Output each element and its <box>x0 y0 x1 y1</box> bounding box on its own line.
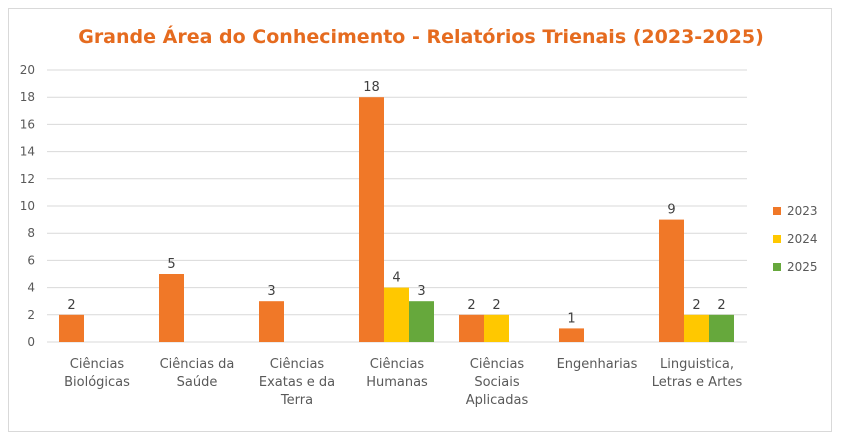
bar-2023 <box>159 274 184 342</box>
bar-2024 <box>684 314 709 342</box>
y-tick-label: 18 <box>20 90 35 104</box>
legend-swatch-2023 <box>773 207 781 215</box>
x-category-label: Ciências <box>270 357 325 372</box>
y-tick-label: 2 <box>27 308 35 322</box>
legend-label-2024: 2024 <box>787 232 818 246</box>
legend: 2023 2024 2025 <box>773 204 818 274</box>
x-category-label: Engenharias <box>557 357 638 372</box>
data-labels: 2 5 3 18 4 3 2 2 1 9 2 2 <box>67 80 725 326</box>
y-tick-label: 4 <box>27 281 35 295</box>
data-label: 3 <box>267 284 275 299</box>
legend-swatch-2024 <box>773 235 781 243</box>
x-category-label: Ciências <box>70 357 125 372</box>
x-axis-categories: Ciências Biológicas Ciências da Saúde Ciênci… <box>64 357 742 408</box>
y-tick-label: 14 <box>20 145 35 159</box>
x-category-label: Ciências <box>470 357 525 372</box>
y-tick-label: 20 <box>20 63 35 77</box>
data-label: 2 <box>717 298 725 313</box>
data-label: 2 <box>492 298 500 313</box>
legend-label-2025: 2025 <box>787 260 818 274</box>
bar-2023 <box>359 97 384 342</box>
chart-title: Grande Área do Conhecimento - Relatórios… <box>78 25 764 48</box>
x-category-label: Ciências <box>370 357 425 372</box>
bar-2025 <box>709 314 734 342</box>
x-category-label: Linguistica, <box>660 357 734 372</box>
x-category-label: Biológicas <box>64 375 130 390</box>
data-label: 4 <box>392 271 400 286</box>
y-tick-label: 0 <box>27 335 35 349</box>
x-category-label: Sociais <box>474 375 520 390</box>
data-label: 5 <box>167 257 175 272</box>
bar-2023 <box>459 314 484 342</box>
x-category-label: Letras e Artes <box>652 375 743 390</box>
y-tick-label: 10 <box>20 199 35 213</box>
y-tick-label: 12 <box>20 172 35 186</box>
x-category-label: Saúde <box>177 375 218 390</box>
bar-2024 <box>484 314 509 342</box>
data-label: 9 <box>667 203 675 218</box>
x-category-label: Aplicadas <box>466 393 529 408</box>
bar-2023 <box>659 219 684 342</box>
bar-2023 <box>259 301 284 342</box>
legend-label-2023: 2023 <box>787 204 818 218</box>
bar-2024 <box>384 287 409 342</box>
x-category-label: Exatas e da <box>259 375 335 390</box>
y-tick-label: 8 <box>27 226 35 240</box>
data-label: 1 <box>567 311 575 326</box>
y-tick-label: 16 <box>20 117 35 131</box>
legend-swatch-2025 <box>773 263 781 271</box>
data-label: 2 <box>467 298 475 313</box>
data-label: 2 <box>692 298 700 313</box>
x-category-label: Humanas <box>366 375 428 390</box>
chart-frame <box>8 8 832 432</box>
data-label: 3 <box>417 284 425 299</box>
data-label: 2 <box>67 298 75 313</box>
y-axis-ticks: 0 2 4 6 8 10 12 14 16 18 20 <box>20 63 35 349</box>
bars <box>59 97 734 342</box>
bar-2025 <box>409 301 434 342</box>
bar-2023 <box>559 328 584 342</box>
bar-2023 <box>59 314 84 342</box>
data-label: 18 <box>363 80 380 95</box>
y-tick-label: 6 <box>27 253 35 267</box>
x-category-label: Ciências da <box>160 357 235 372</box>
x-category-label: Terra <box>280 393 313 408</box>
